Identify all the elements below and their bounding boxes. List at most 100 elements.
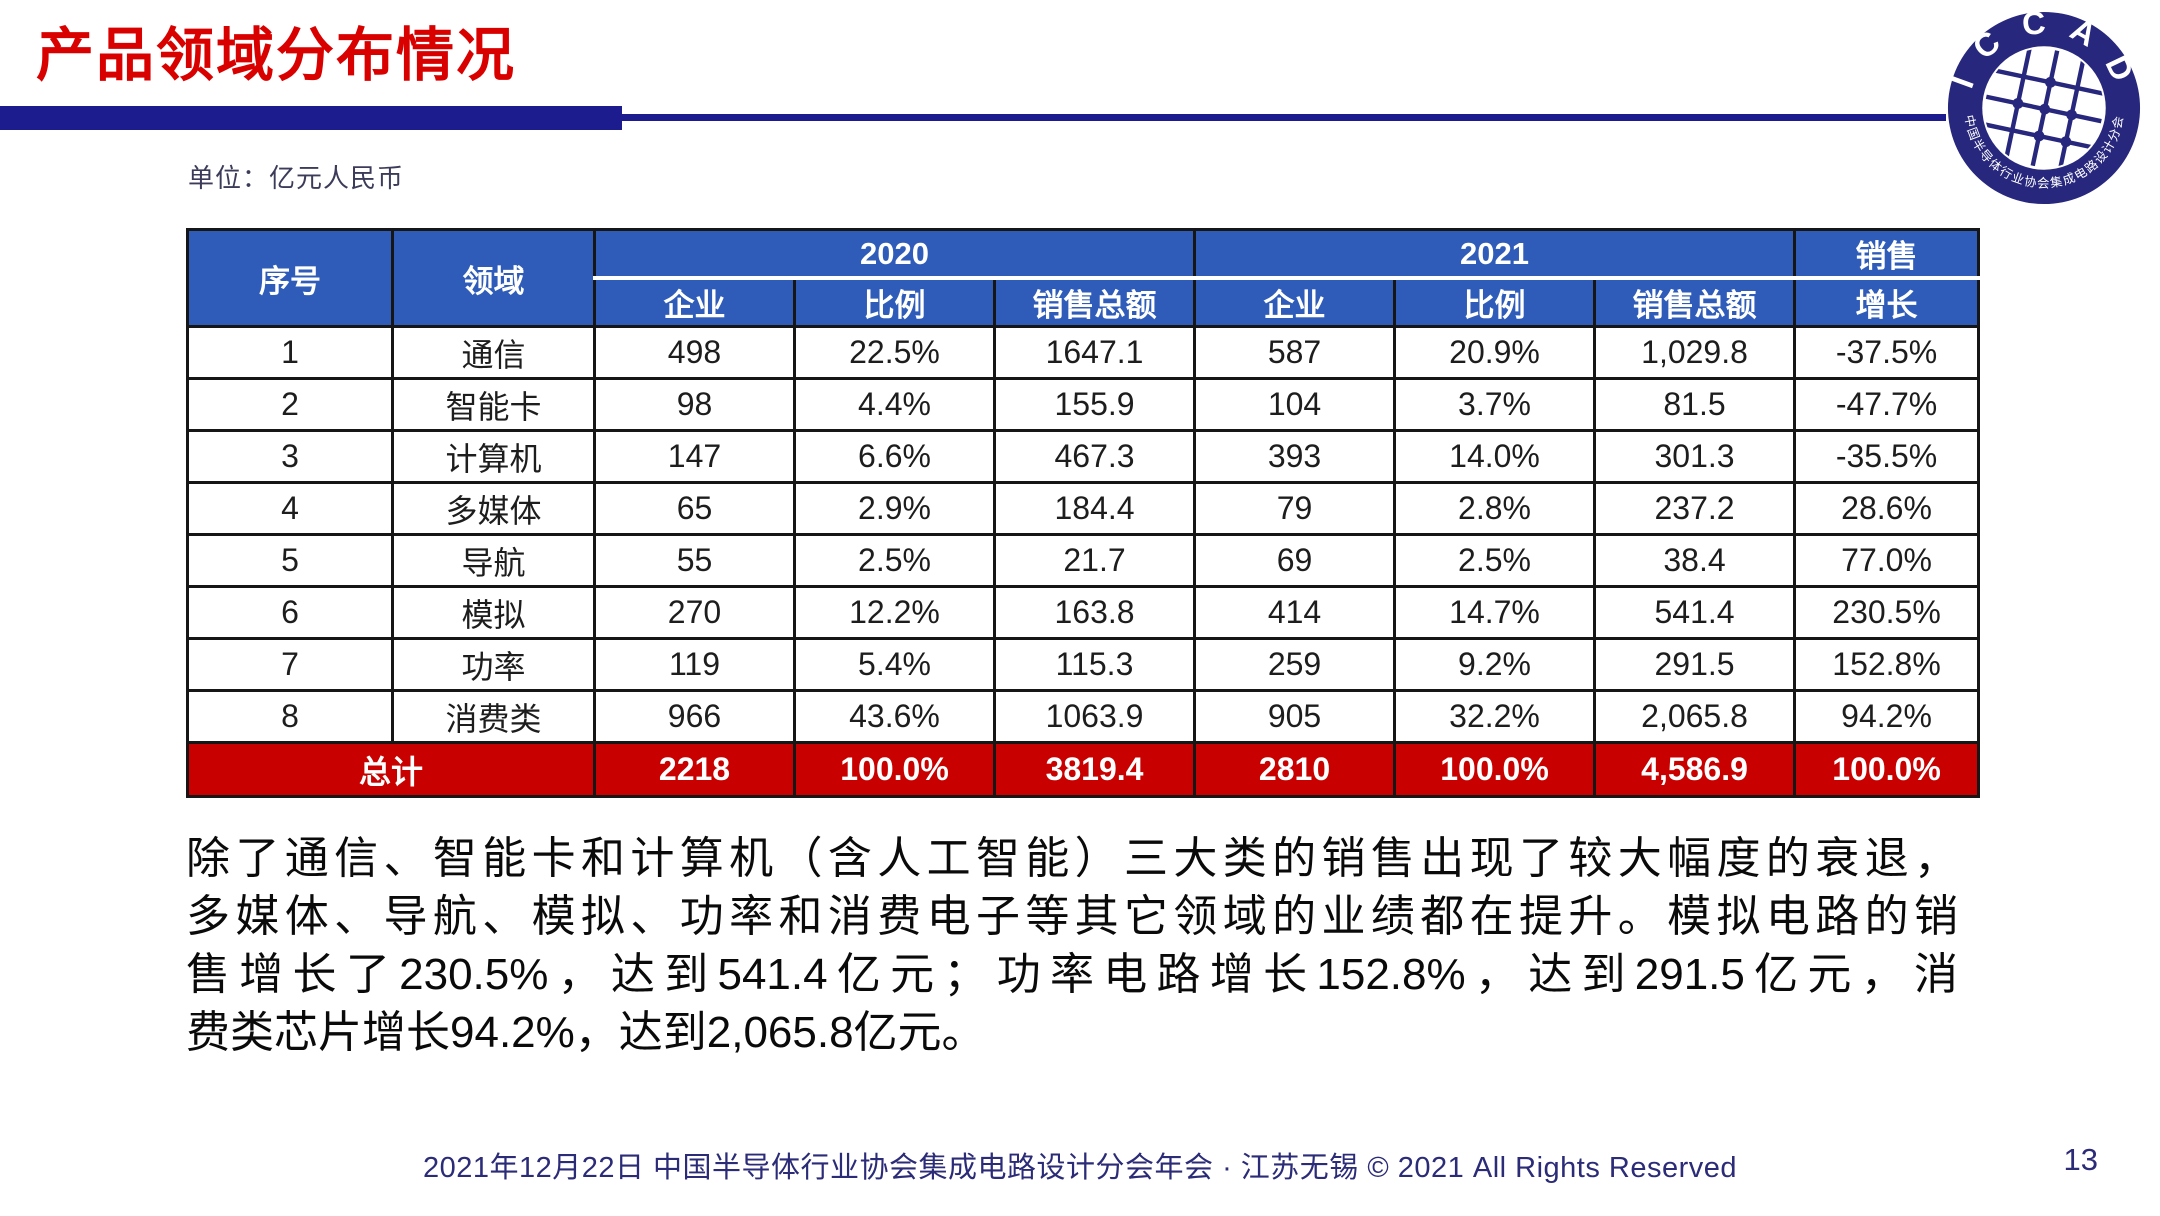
cell-growth: 230.5% [1793,585,1981,640]
cell-2020-companies: 119 [593,637,796,692]
cell-field: 智能卡 [391,377,596,432]
cell-2021-share: 9.2% [1393,637,1597,692]
cell-2020-share: 43.6% [793,689,996,744]
page-number: 13 [2063,1142,2098,1177]
cell-2021-companies: 104 [1193,377,1397,432]
header-year-2021: 2021 [1193,228,1797,280]
cell-2020-sales: 115.3 [992,637,1197,692]
summary-line: 除了通信、智能卡和计算机（含人工智能）三大类的销售出现了较大幅度的衰退， [186,834,1958,883]
cell-2020-share: 4.4% [793,377,996,432]
header-2021-companies: 企业 [1193,276,1397,328]
header-2021-sales: 销售总额 [1593,276,1797,328]
cell-2021-share: 32.2% [1393,689,1597,744]
header-2020-share: 比例 [793,276,996,328]
cell-2020-sales: 21.7 [992,533,1197,588]
cell-growth: -35.5% [1793,429,1981,484]
cell-2021-sales: 291.5 [1593,637,1797,692]
cell-2020-companies: 55 [593,533,796,588]
cell-2021-sales: 38.4 [1593,533,1797,588]
product-table: 序号 领域 2020 2021 销售 企业 比例 销售总额 企业 比例 销售总额… [186,228,1981,798]
table-row: 2 智能卡 98 4.4% 155.9 104 3.7% 81.5 -47.7% [186,377,1981,432]
cell-2021-sales: 301.3 [1593,429,1797,484]
cell-index: 8 [186,689,394,744]
table-row: 6 模拟 270 12.2% 163.8 414 14.7% 541.4 230… [186,585,1981,640]
iccad-logo-icon: I C C A D 中国半导体行业协会集成电路设计分会 [1946,10,2141,205]
cell-2020-companies: 966 [593,689,796,744]
logo-circuit-grid [1980,44,2108,172]
cell-2020-share: 12.2% [793,585,996,640]
cell-2020-sales: 467.3 [992,429,1197,484]
table-header-row-2: 企业 比例 销售总额 企业 比例 销售总额 增长 [188,276,1981,328]
cell-2020-sales: 155.9 [992,377,1197,432]
cell-2020-sales: 1063.9 [992,689,1197,744]
cell-2020-companies: 270 [593,585,796,640]
cell-2021-sales: 2,065.8 [1593,689,1797,744]
cell-index: 3 [186,429,394,484]
title-underline-thin [622,114,1946,121]
table-header-row-1: 序号 领域 2020 2021 销售 [186,228,1981,328]
table-row: 5 导航 55 2.5% 21.7 69 2.5% 38.4 77.0% [186,533,1981,588]
cell-field: 功率 [391,637,596,692]
cell-2021-sales: 81.5 [1593,377,1797,432]
summary-paragraph: 除了通信、智能卡和计算机（含人工智能）三大类的销售出现了较大幅度的衰退， 多媒体… [186,830,1958,1062]
table-row: 8 消费类 966 43.6% 1063.9 905 32.2% 2,065.8… [186,689,1981,744]
cell-index: 5 [186,533,394,588]
summary-line: 多媒体、导航、模拟、功率和消费电子等其它领域的业绩都在提升。模拟电路的销 [186,892,1958,941]
cell-growth: 94.2% [1793,689,1981,744]
cell-2020-companies: 147 [593,429,796,484]
cell-growth: 77.0% [1793,533,1981,588]
total-2021-share: 100.0% [1393,741,1597,798]
cell-2020-share: 2.9% [793,481,996,536]
cell-2020-sales: 184.4 [992,481,1197,536]
header-growth-top: 销售 [1793,228,1981,280]
total-2020-share: 100.0% [793,741,996,798]
total-label: 总计 [186,741,596,798]
cell-2021-sales: 1,029.8 [1593,325,1797,380]
cell-field: 导航 [391,533,596,588]
cell-2021-sales: 541.4 [1593,585,1797,640]
cell-growth: -37.5% [1793,325,1981,380]
header-field: 领域 [391,228,596,328]
cell-2021-companies: 414 [1193,585,1397,640]
page-title: 产品领域分布情况 [36,23,517,88]
cell-2021-share: 2.5% [1393,533,1597,588]
cell-2020-share: 5.4% [793,637,996,692]
total-2021-companies: 2810 [1193,741,1397,798]
table-row: 1 通信 498 22.5% 1647.1 587 20.9% 1,029.8 … [186,325,1981,380]
cell-2021-companies: 587 [1193,325,1397,380]
total-2020-sales: 3819.4 [992,741,1197,798]
total-2021-sales: 4,586.9 [1593,741,1797,798]
cell-2020-sales: 163.8 [992,585,1197,640]
cell-2020-companies: 65 [593,481,796,536]
footer-text: 2021年12月22日 中国半导体行业协会集成电路设计分会年会 · 江苏无锡 ©… [422,1152,1738,1184]
cell-2021-companies: 259 [1193,637,1397,692]
cell-2020-share: 6.6% [793,429,996,484]
cell-2021-sales: 237.2 [1593,481,1797,536]
cell-field: 计算机 [391,429,596,484]
cell-field: 模拟 [391,585,596,640]
header-2021-share: 比例 [1393,276,1597,328]
cell-index: 2 [186,377,394,432]
cell-2020-sales: 1647.1 [992,325,1197,380]
cell-2021-share: 20.9% [1393,325,1597,380]
cell-growth: 28.6% [1793,481,1981,536]
header-year-2020: 2020 [592,228,1197,280]
cell-2020-companies: 98 [593,377,796,432]
header-index: 序号 [186,228,394,328]
cell-index: 4 [186,481,394,536]
cell-2021-share: 14.7% [1393,585,1597,640]
summary-line: 售增长了230.5%，达到541.4亿元；功率电路增长152.8%，达到291.… [186,950,1958,999]
cell-field: 多媒体 [391,481,596,536]
cell-2021-companies: 69 [1193,533,1397,588]
cell-index: 7 [186,637,394,692]
total-2020-companies: 2218 [593,741,796,798]
cell-index: 6 [186,585,394,640]
table-total-row: 总计 2218 100.0% 3819.4 2810 100.0% 4,586.… [186,741,1981,798]
cell-2020-share: 22.5% [793,325,996,380]
cell-2021-companies: 79 [1193,481,1397,536]
cell-2021-companies: 393 [1193,429,1397,484]
table-row: 7 功率 119 5.4% 115.3 259 9.2% 291.5 152.8… [186,637,1981,692]
cell-2021-share: 2.8% [1393,481,1597,536]
title-underline-thick [0,106,622,130]
